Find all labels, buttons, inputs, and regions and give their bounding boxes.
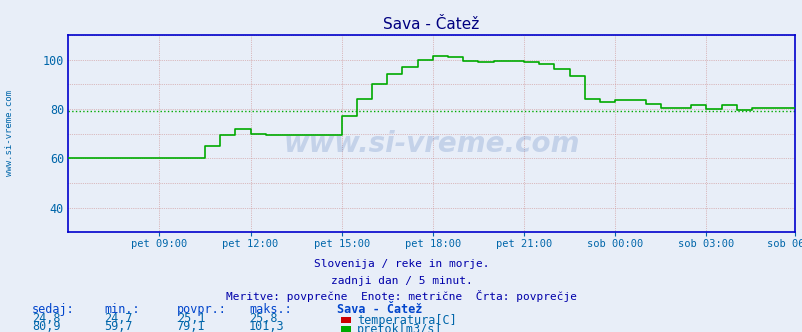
Text: 25,8: 25,8 <box>249 312 277 325</box>
Text: temperatura[C]: temperatura[C] <box>357 314 456 327</box>
Title: Sava - Čatež: Sava - Čatež <box>383 17 479 32</box>
Text: maks.:: maks.: <box>249 303 291 316</box>
Text: povpr.:: povpr.: <box>176 303 226 316</box>
Text: 24,7: 24,7 <box>104 312 132 325</box>
Text: Slovenija / reke in morje.: Slovenija / reke in morje. <box>314 259 488 269</box>
Text: 80,9: 80,9 <box>32 320 60 332</box>
Text: min.:: min.: <box>104 303 140 316</box>
Text: zadnji dan / 5 minut.: zadnji dan / 5 minut. <box>330 276 472 286</box>
Text: 101,3: 101,3 <box>249 320 284 332</box>
Text: 24,8: 24,8 <box>32 312 60 325</box>
Text: Meritve: povprečne  Enote: metrične  Črta: povprečje: Meritve: povprečne Enote: metrične Črta:… <box>225 290 577 302</box>
Text: www.si-vreme.com: www.si-vreme.com <box>5 90 14 176</box>
Text: www.si-vreme.com: www.si-vreme.com <box>283 129 579 157</box>
Text: Sava - Čatež: Sava - Čatež <box>337 303 422 316</box>
Text: 79,1: 79,1 <box>176 320 205 332</box>
Text: 59,7: 59,7 <box>104 320 132 332</box>
Text: sedaj:: sedaj: <box>32 303 75 316</box>
Text: 25,1: 25,1 <box>176 312 205 325</box>
Text: pretok[m3/s]: pretok[m3/s] <box>357 322 442 332</box>
